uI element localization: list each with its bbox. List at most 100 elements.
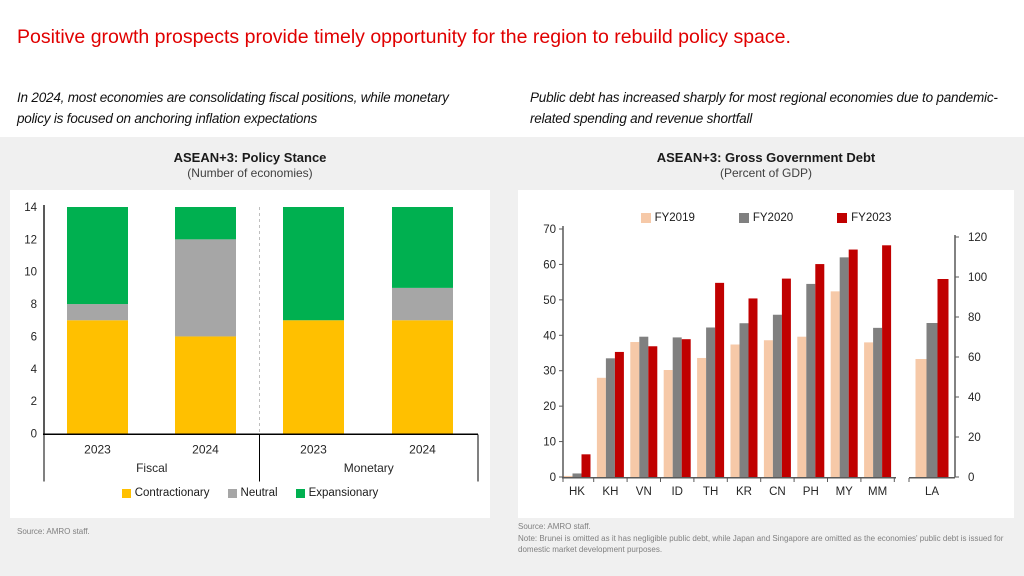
x-axis-group-label: Monetary xyxy=(344,461,394,475)
gov-debt-legend: FY2019 FY2020 FY2023 xyxy=(518,212,1014,224)
policy-stance-chart-head: ASEAN+3: Policy Stance (Number of econom… xyxy=(10,150,490,181)
gov-debt-title: ASEAN+3: Gross Government Debt xyxy=(656,150,876,165)
bar-segment-contractionary-fiscal-2023 xyxy=(67,320,128,434)
left-axis-tick-label: 0 xyxy=(550,472,556,484)
legend-item-neutral: Neutral xyxy=(227,487,278,499)
bar-fy2020-id xyxy=(672,337,682,477)
takeaway-right: Public debt has increased sharply for mo… xyxy=(530,90,998,126)
x-axis-country-label: PH xyxy=(803,486,819,498)
bar-fy2020-my xyxy=(839,257,849,477)
bar-fy2019-id xyxy=(663,370,673,477)
bar-fy2020-hk xyxy=(572,473,582,477)
x-axis-country-label: TH xyxy=(703,486,718,498)
source-right: Source: AMRO staff. Note: Brunei is omit… xyxy=(518,521,1018,556)
left-axis-tick-label: 50 xyxy=(543,295,556,307)
right-axis-tick-label: 100 xyxy=(968,272,987,284)
left-axis-tick-label: 30 xyxy=(543,366,556,378)
right-axis-tick-label: 40 xyxy=(968,392,981,404)
bar-segment-neutral-monetary-2024 xyxy=(392,287,453,321)
bar-fy2023-ph xyxy=(815,264,825,477)
bar-fy2019-my xyxy=(830,291,840,477)
y-axis-tick-label: 2 xyxy=(31,396,37,408)
bar-fy2019-ph xyxy=(797,336,807,477)
bar-fy2019-cn xyxy=(763,340,773,477)
left-axis-tick-label: 40 xyxy=(543,330,556,342)
x-axis-country-label: VN xyxy=(636,486,652,498)
source-right-note: Note: Brunei is omitted as it has neglig… xyxy=(518,533,1004,555)
legend-item-fy2019: FY2019 xyxy=(640,212,695,224)
bar-fy2020-th xyxy=(706,327,716,477)
policy-stance-panel: 14 12 10 8 6 4 2 0 2023 2024 2023 2024 Fiscal Monetar… xyxy=(10,190,490,518)
bar-fy2019-hk xyxy=(563,475,573,477)
legend-label: FY2023 xyxy=(851,212,892,224)
bar-fy2023-la xyxy=(937,279,949,477)
legend-item-contractionary: Contractionary xyxy=(121,487,210,499)
bar-segment-neutral-fiscal-2024 xyxy=(175,239,236,337)
legend-item-fy2023: FY2023 xyxy=(837,212,891,224)
gov-debt-chart-svg: 0 10 20 30 40 50 60 70 0 20 40 60 80 100 120 HK KH VN ID TH… xyxy=(543,224,987,498)
x-axis-year-label: 2023 xyxy=(84,443,111,457)
gov-debt-panel: 0 10 20 30 40 50 60 70 0 20 40 60 80 100 120 HK KH VN ID TH… xyxy=(518,190,1014,518)
legend-label: Contractionary xyxy=(134,487,210,499)
takeaway-left: In 2024, most economies are consolidatin… xyxy=(17,90,449,126)
left-axis-tick-label: 70 xyxy=(543,224,556,236)
x-axis-country-label: MM xyxy=(868,486,887,498)
bar-fy2020-vn xyxy=(639,336,649,477)
x-axis-country-label: HK xyxy=(569,486,585,498)
bar-segment-expansionary-fiscal-2023 xyxy=(67,207,128,305)
y-axis-tick-label: 8 xyxy=(31,299,37,311)
bar-fy2020-kr xyxy=(739,323,749,477)
policy-stance-legend: Contractionary Neutral Expansionary xyxy=(10,487,490,499)
bar-fy2019-kh xyxy=(596,377,606,477)
source-right-line: Source: AMRO staff. xyxy=(518,522,591,531)
bar-fy2019-kr xyxy=(730,344,740,477)
expansionary-swatch-icon xyxy=(295,488,305,498)
y-axis-tick-label: 0 xyxy=(31,429,37,441)
right-axis-tick-label: 60 xyxy=(968,352,981,364)
x-axis-year-label: 2024 xyxy=(192,443,219,457)
bar-segment-expansionary-fiscal-2024 xyxy=(175,207,236,240)
contractionary-swatch-icon xyxy=(121,488,131,498)
bar-segment-contractionary-monetary-2024 xyxy=(392,320,453,434)
right-axis-tick-label: 80 xyxy=(968,312,981,324)
bar-segment-contractionary-monetary-2023 xyxy=(283,320,344,434)
legend-label: Expansionary xyxy=(308,487,379,499)
x-axis-group-label: Fiscal xyxy=(136,461,167,475)
legend-item-expansionary: Expansionary xyxy=(295,487,379,499)
legend-item-fy2020: FY2020 xyxy=(738,212,794,224)
left-axis-tick-label: 20 xyxy=(543,401,556,413)
bar-segment-neutral-fiscal-2023 xyxy=(67,304,128,321)
y-axis-tick-label: 10 xyxy=(24,267,37,279)
bar-fy2023-cn xyxy=(781,278,791,477)
y-axis-tick-label: 6 xyxy=(31,331,37,343)
bar-fy2020-cn xyxy=(772,314,782,477)
neutral-swatch-icon xyxy=(227,488,237,498)
bar-fy2023-my xyxy=(848,249,858,477)
x-axis-year-label: 2023 xyxy=(300,443,327,457)
left-axis-tick-label: 60 xyxy=(543,259,556,271)
headline: Positive growth prospects provide timely… xyxy=(17,26,791,48)
legend-label: FY2020 xyxy=(752,212,794,224)
fy2023-swatch-icon xyxy=(837,213,848,223)
bar-fy2023-vn xyxy=(648,346,658,477)
bar-fy2023-kh xyxy=(614,351,624,477)
policy-stance-chart-svg: 14 12 10 8 6 4 2 0 2023 2024 2023 2024 Fiscal Monetar… xyxy=(24,202,479,482)
x-axis-country-label: ID xyxy=(671,486,683,498)
bar-fy2020-ph xyxy=(806,283,816,477)
bar-fy2020-la xyxy=(926,323,938,477)
fy2019-swatch-icon xyxy=(640,213,651,223)
bar-fy2019-th xyxy=(697,357,707,477)
x-axis-year-label: 2024 xyxy=(409,443,436,457)
bar-fy2019-mm xyxy=(864,342,874,477)
policy-stance-subtitle: (Number of economies) xyxy=(187,166,313,180)
bar-fy2020-kh xyxy=(605,358,615,477)
right-axis-tick-label: 20 xyxy=(968,432,981,444)
fy2020-swatch-icon xyxy=(738,213,749,223)
bar-fy2023-kr xyxy=(748,298,758,477)
y-axis-tick-label: 14 xyxy=(24,202,37,214)
x-axis-country-label: KH xyxy=(602,486,618,498)
bar-segment-expansionary-monetary-2024 xyxy=(392,207,453,288)
bar-segment-contractionary-fiscal-2024 xyxy=(175,336,236,434)
x-axis-country-label: LA xyxy=(925,486,939,498)
